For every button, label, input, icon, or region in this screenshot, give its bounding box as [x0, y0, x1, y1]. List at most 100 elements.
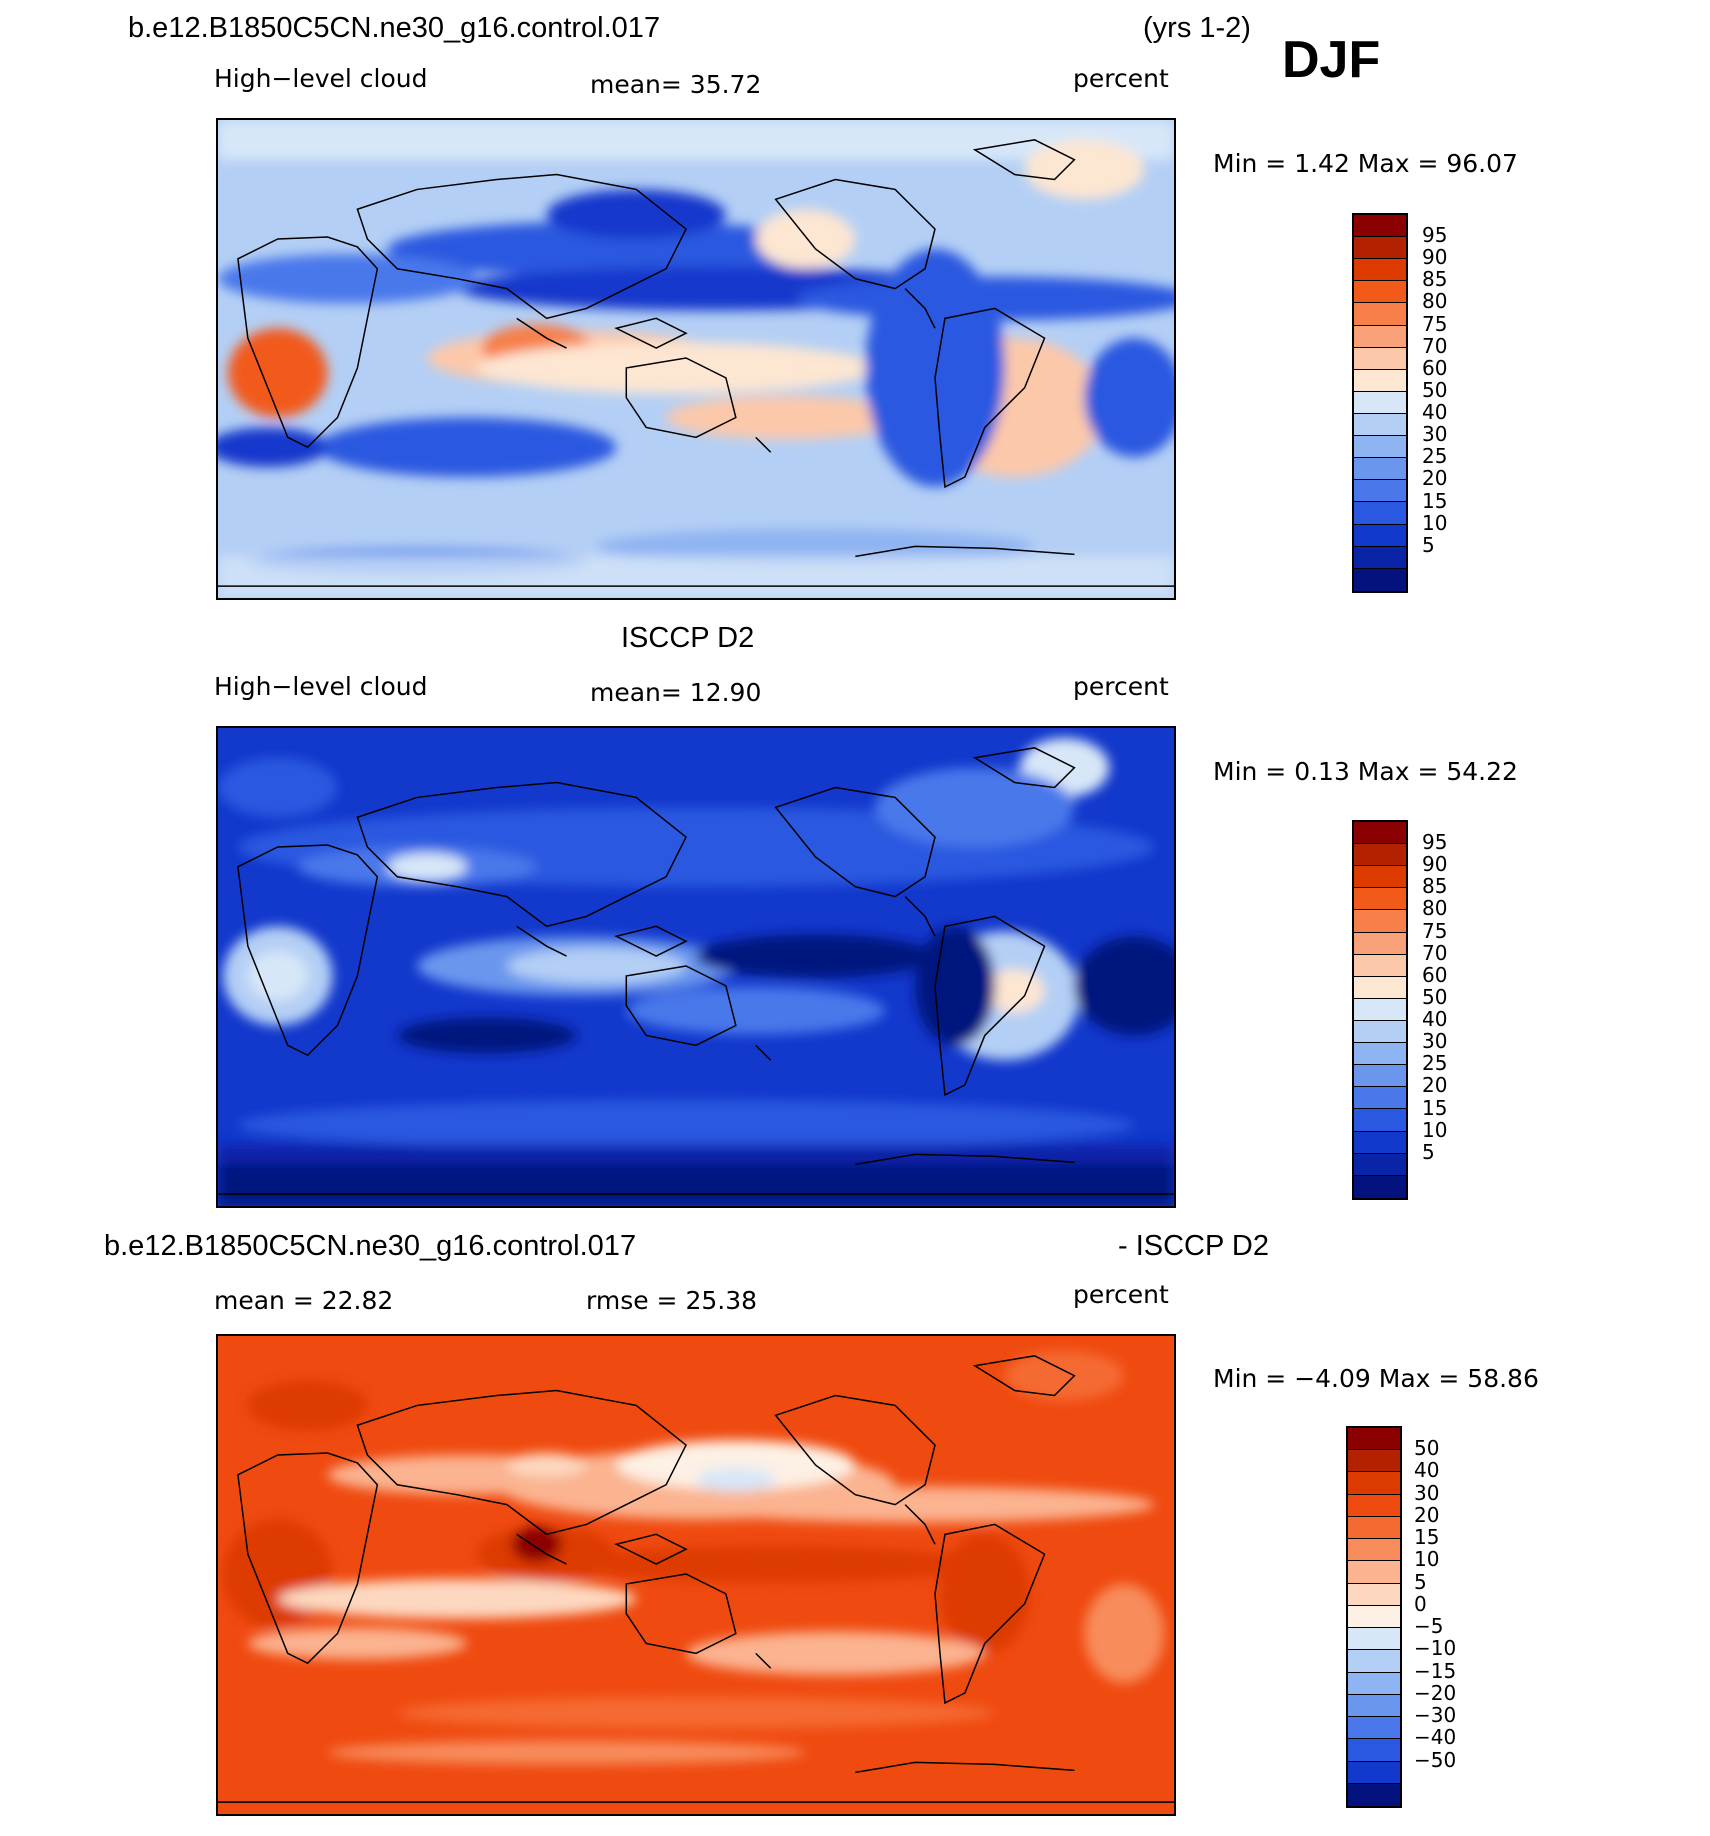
panel2-map-svg — [218, 728, 1174, 1206]
colorbar-tick-label: 5 — [1414, 1569, 1427, 1594]
panel2-variable-label: High−level cloud — [214, 672, 428, 701]
colorbar-tick-label: 30 — [1414, 1480, 1440, 1505]
colorbar-swatch — [1348, 1694, 1400, 1718]
panel2-colorbar — [1352, 820, 1408, 1200]
colorbar-swatch — [1354, 866, 1406, 889]
colorbar-swatch — [1354, 524, 1406, 547]
panel2-mean-label: mean= 12.90 — [590, 678, 762, 707]
colorbar-tick-label: 70 — [1422, 940, 1448, 965]
colorbar-swatch — [1354, 458, 1406, 481]
colorbar-swatch — [1354, 215, 1406, 238]
colorbar-tick-label: 50 — [1422, 377, 1448, 402]
colorbar-tick-label: 40 — [1414, 1458, 1440, 1483]
colorbar-swatch — [1354, 436, 1406, 459]
colorbar-swatch — [1348, 1650, 1400, 1673]
colorbar-swatch — [1348, 1783, 1400, 1806]
years-label: (yrs 1-2) — [1143, 12, 1251, 44]
colorbar-tick-label: −50 — [1414, 1747, 1457, 1772]
colorbar-swatch — [1348, 1494, 1400, 1517]
colorbar-swatch — [1354, 932, 1406, 955]
panel3-map — [216, 1334, 1176, 1816]
colorbar-swatch — [1354, 413, 1406, 437]
colorbar-tick-label: 10 — [1414, 1547, 1440, 1572]
colorbar-tick-label: 10 — [1422, 510, 1448, 535]
panel3-map-svg — [218, 1336, 1174, 1814]
colorbar-tick-label: 40 — [1422, 1007, 1448, 1032]
panel3-colorbar-ticks: 50 40 30 20 15 10 5 0 −5 −10 −15 −20 −30 −40 −50 — [1414, 1426, 1484, 1808]
colorbar-tick-label: 95 — [1422, 223, 1448, 248]
colorbar-swatch — [1354, 281, 1406, 304]
colorbar-swatch — [1354, 502, 1406, 525]
colorbar-swatch — [1354, 303, 1406, 326]
panel1-mean-label: mean= 35.72 — [590, 70, 762, 99]
colorbar-tick-label: 85 — [1422, 874, 1448, 899]
panel3-coastlines — [218, 1355, 1174, 1803]
colorbar-swatch — [1354, 1087, 1406, 1110]
colorbar-swatch — [1354, 1153, 1406, 1176]
panel2-colorbar-ticks: 95 90 85 80 75 70 60 50 40 30 25 20 15 10 5 — [1422, 820, 1482, 1200]
colorbar-swatch — [1354, 347, 1406, 370]
colorbar-swatch — [1354, 237, 1406, 260]
panel3-minmax: Min = −4.09 Max = 58.86 — [1213, 1364, 1539, 1393]
colorbar-tick-label: 95 — [1422, 830, 1448, 855]
colorbar-tick-label: −30 — [1414, 1703, 1457, 1728]
colorbar-swatch — [1348, 1516, 1400, 1540]
colorbar-swatch — [1348, 1450, 1400, 1473]
colorbar-tick-label: 60 — [1422, 962, 1448, 987]
colorbar-swatch — [1354, 1065, 1406, 1088]
panel2-units: percent — [1073, 672, 1169, 701]
panel1-variable-label: High−level cloud — [214, 64, 428, 93]
colorbar-swatch — [1354, 259, 1406, 282]
panel3-rmse-label: rmse = 25.38 — [586, 1286, 758, 1315]
panel1-map-svg — [218, 120, 1174, 598]
panel1-units: percent — [1073, 64, 1169, 93]
colorbar-swatch — [1354, 391, 1406, 414]
colorbar-swatch — [1354, 844, 1406, 867]
colorbar-tick-label: 70 — [1422, 333, 1448, 358]
colorbar-swatch — [1354, 1175, 1406, 1198]
colorbar-swatch — [1348, 1761, 1400, 1784]
colorbar-tick-label: 15 — [1422, 488, 1448, 513]
colorbar-tick-label: 5 — [1422, 532, 1435, 557]
panel1-coastlines — [218, 139, 1174, 587]
colorbar-swatch — [1354, 822, 1406, 845]
colorbar-swatch — [1354, 888, 1406, 911]
colorbar-tick-label: 15 — [1414, 1525, 1440, 1550]
colorbar-tick-label: 25 — [1422, 1051, 1448, 1076]
colorbar-swatch — [1348, 1539, 1400, 1562]
colorbar-swatch — [1354, 325, 1406, 348]
colorbar-tick-label: 40 — [1422, 400, 1448, 425]
colorbar-tick-label: 5 — [1422, 1139, 1435, 1164]
panel3-title-left: b.e12.B1850C5CN.ne30_g16.control.017 — [104, 1230, 637, 1262]
colorbar-tick-label: −20 — [1414, 1680, 1457, 1705]
panel2-coastlines — [218, 747, 1174, 1195]
colorbar-tick-label: 20 — [1422, 466, 1448, 491]
panel1-colorbar — [1352, 213, 1408, 593]
colorbar-tick-label: 90 — [1422, 852, 1448, 877]
panel2-title: ISCCP D2 — [621, 622, 755, 654]
case-title: b.e12.B1850C5CN.ne30_g16.control.017 — [128, 12, 661, 44]
colorbar-tick-label: 80 — [1422, 896, 1448, 921]
colorbar-swatch — [1354, 1020, 1406, 1044]
colorbar-tick-label: −10 — [1414, 1636, 1457, 1661]
colorbar-swatch — [1354, 976, 1406, 999]
colorbar-swatch — [1354, 568, 1406, 591]
colorbar-tick-label: −5 — [1414, 1614, 1444, 1639]
panel3-title-right: - ISCCP D2 — [1118, 1230, 1269, 1262]
panel3-units: percent — [1073, 1280, 1169, 1309]
colorbar-swatch — [1348, 1561, 1400, 1584]
colorbar-swatch — [1354, 910, 1406, 933]
colorbar-swatch — [1348, 1739, 1400, 1762]
colorbar-swatch — [1348, 1605, 1400, 1629]
colorbar-swatch — [1348, 1583, 1400, 1606]
colorbar-tick-label: 85 — [1422, 267, 1448, 292]
colorbar-tick-label: 90 — [1422, 245, 1448, 270]
colorbar-tick-label: 75 — [1422, 311, 1448, 336]
colorbar-tick-label: −40 — [1414, 1725, 1457, 1750]
colorbar-tick-label: 10 — [1422, 1117, 1448, 1142]
panel3-mean-label: mean = 22.82 — [214, 1286, 394, 1315]
panel3-colorbar — [1346, 1426, 1402, 1808]
colorbar-swatch — [1354, 1131, 1406, 1154]
colorbar-swatch — [1354, 369, 1406, 392]
colorbar-tick-label: 30 — [1422, 1029, 1448, 1054]
